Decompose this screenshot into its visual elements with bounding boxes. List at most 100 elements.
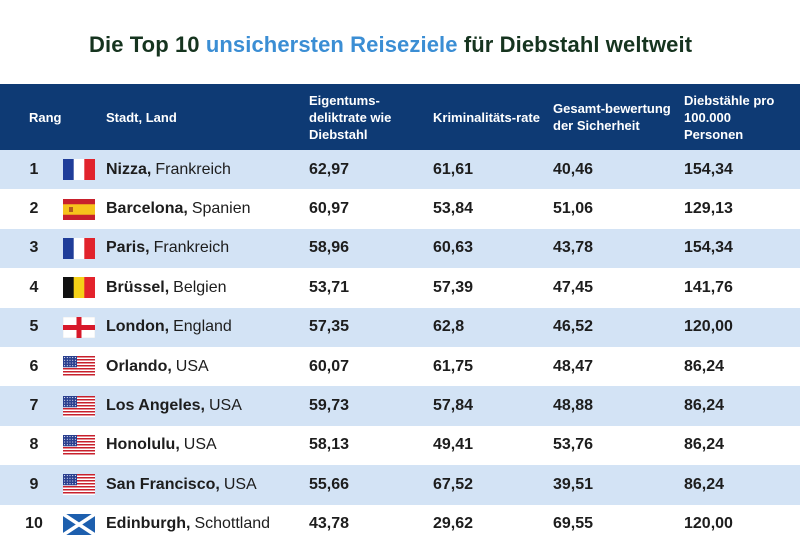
table-body: 1 Nizza, Frankreich 62,97 61,61 40,46 154,34 2 B… — [0, 150, 800, 544]
table-row: 1 Nizza, Frankreich 62,97 61,61 40,46 154,34 — [0, 150, 800, 190]
scotland-flag-icon — [63, 505, 95, 544]
thefts-cell: 86,24 — [684, 397, 725, 415]
usa-flag-icon — [63, 347, 95, 386]
crime-rate-cell: 61,61 — [433, 160, 474, 178]
safety-cell: 46,52 — [553, 318, 594, 336]
city-cell: Edinburgh, Schottland — [106, 505, 270, 544]
england-flag-icon — [63, 308, 95, 347]
title-highlight: unsichersten Reiseziele — [205, 32, 458, 57]
property-crime-cell: 55,66 — [309, 475, 350, 493]
usa-flag-icon — [63, 465, 95, 504]
safety-cell: 40,46 — [553, 160, 594, 178]
crime-rate-cell: 62,8 — [433, 318, 465, 336]
property-crime-cell: 58,96 — [309, 239, 350, 257]
property-crime-cell: 62,97 — [309, 160, 350, 178]
table-row: 2 Barcelona, Spanien 60,97 53,84 51,06 129,13 — [0, 189, 800, 229]
title-part1: Die Top 10 — [89, 32, 200, 57]
spain-flag-icon — [63, 189, 95, 228]
country-name: Schottland — [194, 515, 271, 533]
city-name: Orlando, — [106, 357, 172, 375]
usa-flag-icon — [63, 386, 95, 425]
property-crime-cell: 58,13 — [309, 436, 350, 454]
city-name: Brüssel, — [106, 278, 170, 296]
city-cell: Brüssel, Belgien — [106, 268, 227, 307]
thefts-cell: 86,24 — [684, 436, 725, 454]
crime-rate-cell: 57,39 — [433, 278, 474, 296]
city-name: Barcelona, — [106, 200, 188, 218]
country-name: England — [173, 318, 232, 336]
belgium-flag-icon — [63, 268, 95, 307]
property-crime-cell: 59,73 — [309, 397, 350, 415]
header-safety: Gesamt-bewertung der Sicherheit — [553, 101, 671, 133]
title-part2: für Diebstahl weltweit — [463, 32, 693, 57]
table-header: Rang Stadt, Land Eigentums-deliktrate wi… — [0, 84, 800, 150]
city-name: Los Angeles, — [106, 397, 205, 415]
table-row: 8 Honolulu, USA 58,13 49,41 53,76 86,24 — [0, 425, 800, 466]
rank-cell: 9 — [29, 475, 39, 493]
thefts-cell: 129,13 — [684, 200, 733, 218]
rank-cell: 4 — [29, 278, 39, 296]
thefts-cell: 154,34 — [684, 160, 733, 178]
safety-cell: 69,55 — [553, 515, 594, 533]
city-cell: London, England — [106, 308, 232, 347]
crime-rate-cell: 60,63 — [433, 239, 474, 257]
header-rank: Rang — [29, 109, 62, 125]
city-cell: Orlando, USA — [106, 347, 209, 386]
city-name: Edinburgh, — [106, 515, 191, 533]
city-name: London, — [106, 318, 170, 336]
property-crime-cell: 53,71 — [309, 278, 350, 296]
thefts-cell: 86,24 — [684, 475, 725, 493]
safety-cell: 51,06 — [553, 200, 594, 218]
country-name: USA — [183, 436, 217, 454]
property-crime-cell: 60,97 — [309, 200, 350, 218]
city-name: Honolulu, — [106, 436, 180, 454]
table-row: 7 Los Angeles, USA 59,73 57,84 48,88 86,24 — [0, 386, 800, 426]
thefts-cell: 141,76 — [684, 278, 733, 296]
safety-cell: 47,45 — [553, 278, 594, 296]
city-cell: Nizza, Frankreich — [106, 150, 231, 189]
crime-rate-cell: 57,84 — [433, 397, 474, 415]
city-cell: Honolulu, USA — [106, 426, 217, 465]
crime-rate-cell: 29,62 — [433, 515, 474, 533]
city-cell: Barcelona, Spanien — [106, 189, 251, 228]
rank-cell: 8 — [29, 436, 39, 454]
crime-rate-cell: 61,75 — [433, 357, 474, 375]
city-cell: Los Angeles, USA — [106, 386, 242, 425]
country-name: Frankreich — [153, 239, 230, 257]
country-name: USA — [208, 397, 242, 415]
rank-cell: 10 — [25, 515, 43, 533]
ranking-table: Rang Stadt, Land Eigentums-deliktrate wi… — [0, 84, 800, 544]
rank-cell: 5 — [29, 318, 39, 336]
city-name: San Francisco, — [106, 475, 220, 493]
crime-rate-cell: 49,41 — [433, 436, 474, 454]
table-row: 10 Edinburgh, Schottland 43,78 29,62 69,55 120… — [0, 504, 800, 544]
country-name: USA — [175, 357, 209, 375]
crime-rate-cell: 67,52 — [433, 475, 474, 493]
safety-cell: 43,78 — [553, 239, 594, 257]
rank-cell: 2 — [29, 200, 39, 218]
country-name: Belgien — [173, 278, 227, 296]
title-area: Die Top 10 unsichersten Reiseziele für D… — [0, 0, 800, 84]
rank-cell: 1 — [29, 160, 39, 178]
table-row: 5 London, England 57,35 62,8 46,52 120,00 — [0, 307, 800, 347]
country-name: USA — [223, 475, 257, 493]
city-cell: Paris, Frankreich — [106, 229, 229, 268]
france-flag-icon — [63, 150, 95, 189]
table-row: 3 Paris, Frankreich 58,96 60,63 43,78 154,34 — [0, 228, 800, 269]
property-crime-cell: 60,07 — [309, 357, 350, 375]
city-name: Paris, — [106, 239, 150, 257]
thefts-cell: 86,24 — [684, 357, 725, 375]
property-crime-cell: 43,78 — [309, 515, 350, 533]
thefts-cell: 154,34 — [684, 239, 733, 257]
thefts-cell: 120,00 — [684, 318, 733, 336]
rank-cell: 6 — [29, 357, 39, 375]
safety-cell: 53,76 — [553, 436, 594, 454]
crime-rate-cell: 53,84 — [433, 200, 474, 218]
safety-cell: 39,51 — [553, 475, 594, 493]
header-thefts: Diebstähle pro 100.000 Personen — [684, 92, 775, 142]
france-flag-icon — [63, 229, 95, 268]
thefts-cell: 120,00 — [684, 515, 733, 533]
country-name: Frankreich — [155, 160, 231, 178]
rank-cell: 3 — [29, 239, 39, 257]
city-name: Nizza, — [106, 160, 152, 178]
